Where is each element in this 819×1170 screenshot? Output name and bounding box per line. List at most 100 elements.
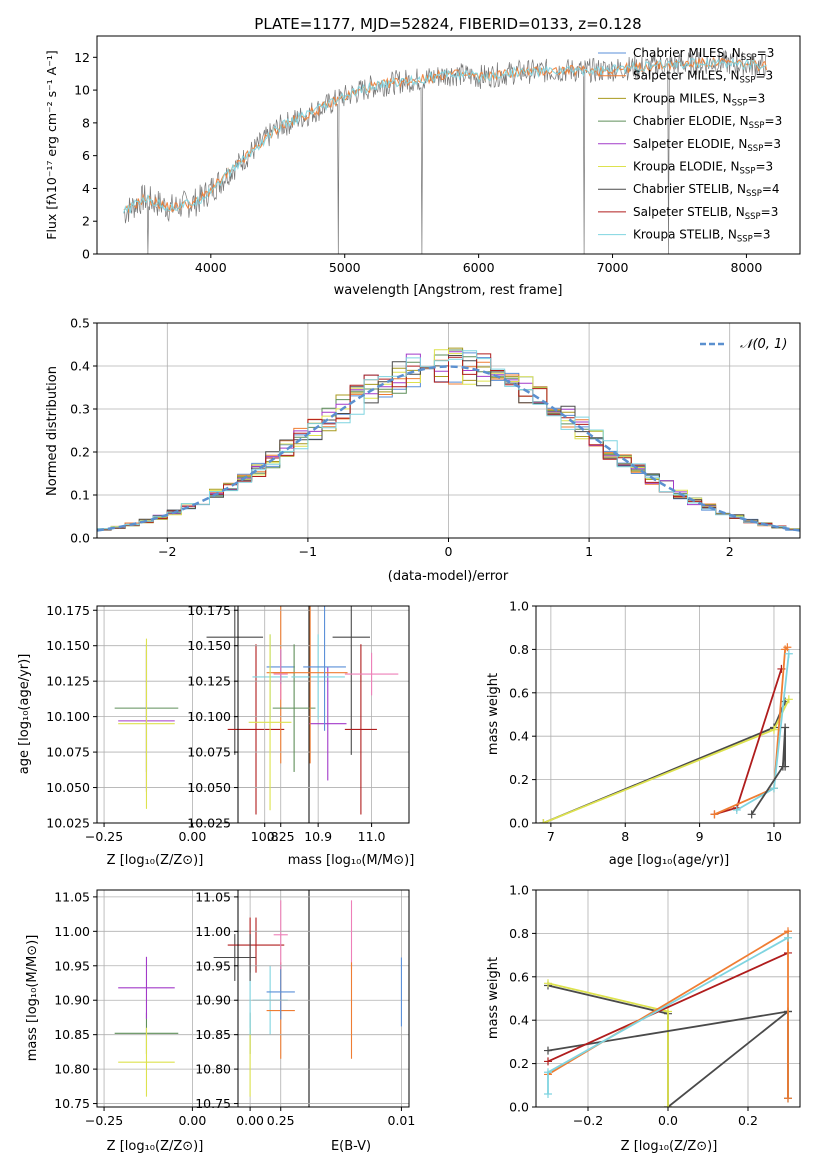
mass_age-ytick-label: 10.175: [187, 603, 231, 618]
mass_age-ytick-label: 10.075: [187, 745, 231, 760]
mass_age-ytick-label: 10.050: [187, 780, 231, 795]
mass_age-ytick-label: 10.100: [187, 709, 231, 724]
z_weight-xtick-label: 0.0: [658, 1113, 678, 1128]
age_weight-ytick-label: 0.2: [509, 772, 529, 787]
weight-marker-salpeter_miles: [784, 1094, 792, 1103]
mass_age-xtick-label: 10.9: [304, 829, 332, 844]
weight-line-salpeter_miles: [714, 646, 789, 816]
z_age-ytick-label: 10.125: [46, 674, 90, 689]
residuals-ytick-label: 0.5: [70, 316, 90, 331]
residuals-ytick-label: 0.0: [70, 531, 90, 546]
weight-marker-salpeter_miles: [783, 643, 792, 652]
age_weight-xtick-label: 7: [547, 829, 555, 844]
spectrum-ytick-label: 2: [82, 214, 90, 229]
age-weight-xlabel: age [log₁₀(age/yr)]: [609, 853, 730, 868]
z_age-xtick-label: 0.00: [178, 829, 206, 844]
spectrum-ytick-label: 4: [82, 181, 90, 196]
z_weight-xtick-label: −0.2: [573, 1113, 603, 1128]
weight-marker-kroupa_stelib: [544, 1068, 552, 1077]
z-mass-panel: −0.25 0.00 0.2510.7510.8010.8510.9010.9511…: [25, 889, 310, 1154]
mass_age-ytick-label: 10.025: [187, 816, 231, 831]
z_weight-ytick-label: 0.8: [509, 926, 529, 941]
legend-entry-label: Chabrier ELODIE, NSSP=3: [633, 114, 782, 131]
spectrum-xlabel: wavelength [Angstrom, rest frame]: [334, 283, 563, 298]
z-weight-xlabel: Z [log₁₀(Z/Z⊙)]: [621, 1139, 718, 1154]
legend-gaussian-label: 𝒩(0, 1): [740, 337, 787, 352]
residuals-xtick-label: −1: [299, 544, 317, 559]
weight-marker-kroupa_stelib: [769, 784, 778, 793]
z_age-ytick-label: 10.050: [46, 780, 90, 795]
z-age-ylabel: age [log₁₀(age/yr)]: [17, 654, 32, 775]
weight-marker-kroupa_stelib: [732, 805, 741, 814]
legend-entry-label: Kroupa ELODIE, NSSP=3: [633, 160, 773, 177]
ebv_mass-ytick-label: 10.75: [195, 1096, 231, 1111]
mass_age-ytick-label: 10.125: [187, 674, 231, 689]
legend-entry-label: Chabrier MILES, NSSP=3: [633, 46, 774, 63]
weight-marker-kroupa_elodie: [769, 725, 778, 734]
mass-age-panel: 10.8 10.9 11.0 10.025 10.050 10.075 10.100 10.1…: [187, 603, 415, 868]
ebv_mass-ytick-label: 11.00: [195, 924, 231, 939]
ebv-mass-xlabel: E(B-V): [331, 1139, 371, 1154]
model-spectrum-kroupa_stelib: [123, 57, 767, 214]
legend-entry-label: Salpeter ELODIE, NSSP=3: [633, 137, 781, 154]
z-mass-xlabel: Z [log₁₀(Z/Z⊙)]: [107, 1139, 204, 1154]
spectrum-title: PLATE=1177, MJD=52824, FIBERID=0133, z=0…: [254, 15, 641, 33]
ebv_mass-ytick-label: 10.95: [195, 958, 231, 973]
spectrum-ytick-label: 12: [74, 50, 90, 65]
ebv_mass-ytick-label: 10.80: [195, 1062, 231, 1077]
age-weight-panel: 7 8 9 10 0.0 0.2 0.4 0.6 0.8 1.0 age [log₁₀(age/y…: [486, 599, 801, 868]
age_weight-xtick-label: 9: [696, 829, 704, 844]
legend-entry-label: Kroupa STELIB, NSSP=3: [633, 228, 771, 245]
spectrum-xtick-label: 6000: [463, 260, 495, 275]
weight-marker-kroupa_stelib: [784, 649, 793, 658]
z_age-ytick-label: 10.075: [46, 745, 90, 760]
z_mass-ytick-label: 11.05: [54, 889, 90, 904]
spectrum-panel: PLATE=1177, MJD=52824, FIBERID=0133, z=0…: [44, 15, 801, 298]
mass-age-xlabel: mass [log₁₀(M/M⊙)]: [288, 853, 415, 868]
spectrum-xtick-label: 8000: [731, 260, 763, 275]
weight-marker-chabrier_stelib: [781, 762, 790, 771]
weight-marker-kroupa_elodie: [539, 819, 548, 823]
weight-marker-kroupa_elodie: [664, 1007, 672, 1016]
age_weight-ytick-label: 0.8: [509, 642, 529, 657]
mass_age-ytick-label: 10.150: [187, 638, 231, 653]
residuals-ylabel: Normed distribution: [45, 366, 60, 496]
z_weight-ytick-label: 0.0: [509, 1100, 529, 1115]
weight-marker-chabrier_stelib: [544, 1046, 552, 1055]
z_age-ytick-label: 10.100: [46, 709, 90, 724]
z_age-ytick-label: 10.025: [46, 816, 90, 831]
residuals-xtick-label: 1: [585, 544, 593, 559]
spectrum-ytick-label: 10: [74, 83, 90, 98]
weight-marker-salpeter_miles: [710, 810, 719, 819]
spectrum-xtick-label: 4000: [195, 260, 227, 275]
weight-marker-chabrier_stelib: [781, 723, 790, 732]
spectrum-legend: Chabrier MILES, NSSP=3 Salpeter MILES, NS…: [598, 46, 782, 245]
z_mass-ytick-label: 10.80: [54, 1062, 90, 1077]
age_weight-ytick-label: 1.0: [509, 599, 529, 614]
age_weight-xtick-label: 8: [621, 829, 629, 844]
z-weight-panel: −0.2 0.0 0.2 0.0 0.2 0.4 0.6 0.8 1.0 Z [log₁₀(Z/…: [486, 883, 801, 1154]
residuals-legend: 𝒩(0, 1): [700, 337, 787, 352]
residual-histogram-panel: −2 −1 0 1 2 0.0 0.1 0.2 0.3 0.4 0.5 (data-model)/e…: [45, 316, 801, 584]
mass_age-xtick-label: 11.0: [358, 829, 386, 844]
z_age-ytick-label: 10.175: [46, 603, 90, 618]
age_weight-xtick-label: 10: [766, 829, 782, 844]
spectrum-ytick-label: 0: [82, 247, 90, 262]
weight-marker-kroupa_elodie: [784, 695, 793, 704]
ebv_mass-xtick-label: 0.00: [236, 1113, 264, 1128]
z_age-ytick-label: 10.150: [46, 638, 90, 653]
residuals-ytick-label: 0.2: [70, 445, 90, 460]
z_mass-xtick-label: 0.00: [178, 1113, 206, 1128]
z_mass-ytick-label: 10.75: [54, 1096, 90, 1111]
weight-marker-kroupa_stelib: [784, 933, 792, 942]
z_mass-xtick-label: −0.25: [85, 1113, 123, 1128]
weight-marker-kroupa_elodie: [664, 1103, 672, 1107]
weight-marker-kroupa_stelib: [544, 1089, 552, 1098]
z_mass-xtick-label: 0.25: [267, 1113, 295, 1128]
spectrum-xtick-label: 5000: [329, 260, 361, 275]
weight-marker-kroupa_elodie: [544, 979, 552, 988]
residuals-ytick-label: 0.3: [70, 402, 90, 417]
residuals-xtick-label: −2: [158, 544, 176, 559]
spectrum-xtick-label: 7000: [597, 260, 629, 275]
